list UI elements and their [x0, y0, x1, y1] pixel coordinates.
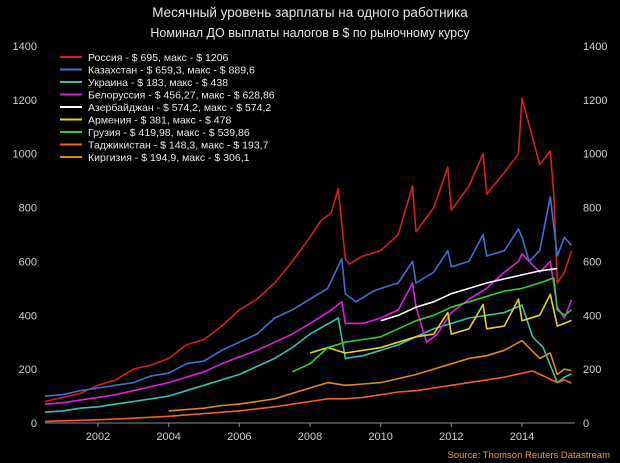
x-tick-label: 2008: [298, 431, 322, 443]
series-line-7: [291, 277, 572, 373]
chart-subtitle: Номинал ДО выплаты налогов в $ по рыночн…: [150, 26, 470, 40]
y-tick-label-left: 1000: [13, 149, 37, 161]
series-line-2: [44, 196, 573, 397]
y-tick-label-left: 400: [19, 310, 37, 322]
axes: 0 0 200 200 400 400 600 600 800 800 1000 1000 1200 12…: [13, 41, 608, 443]
legend-label: Украина - $ 183, макс - $ 438: [88, 77, 228, 89]
y-tick-label-right: 0: [583, 418, 589, 430]
legend-label: Армения - $ 381, макс - $ 478: [88, 115, 231, 127]
y-tick-label-right: 800: [583, 203, 601, 215]
legend-label: Киргизия - $ 194,9, макс - $ 306,1: [88, 152, 250, 164]
y-tick-label-left: 1200: [13, 95, 37, 107]
y-tick-label-left: 0: [31, 418, 37, 430]
legend-label: Россия - $ 695, макс - $ 1206: [88, 52, 229, 64]
x-tick-label: 2014: [510, 431, 534, 443]
y-tick-label-left: 600: [19, 256, 37, 268]
y-tick-label-right: 1000: [583, 149, 607, 161]
legend-label: Казахстан - $ 659,3, макс - $ 889,6: [88, 65, 255, 77]
legend-label: Грузия - $ 419,98, макс - $ 539,86: [88, 127, 250, 139]
legend-label: Таджикистан - $ 148,3, макс - $ 193,7: [88, 140, 269, 152]
y-tick-label-right: 600: [583, 256, 601, 268]
x-tick-label: 2012: [439, 431, 463, 443]
series-line-1: [44, 97, 573, 403]
series-line-5: [380, 267, 558, 322]
series-line-4: [44, 253, 573, 405]
legend-label: Белоруссия - $ 456,27, макс - $ 628,86: [88, 90, 275, 102]
x-tick-label: 2002: [86, 431, 110, 443]
y-tick-label-left: 200: [19, 364, 37, 376]
x-tick-label: 2010: [368, 431, 392, 443]
x-tick-label: 2006: [227, 431, 251, 443]
legend-label: Азербайджан - $ 574,2, макс - $ 574,2: [88, 102, 271, 114]
series-lines: [44, 97, 573, 423]
source-label: Source: Thomson Reuters Datastream: [448, 450, 611, 461]
y-tick-label-left: 800: [19, 203, 37, 215]
y-tick-label-right: 1400: [583, 41, 607, 53]
y-tick-label-right: 400: [583, 310, 601, 322]
y-tick-label-right: 200: [583, 364, 601, 376]
series-line-9: [168, 339, 572, 412]
series-line-6: [309, 293, 572, 354]
y-tick-label-left: 1400: [13, 41, 37, 53]
y-tick-label-right: 1200: [583, 95, 607, 107]
series-line-8: [44, 370, 572, 423]
chart-title: Месячный уровень зарплаты на одного рабо…: [152, 5, 468, 20]
x-tick-label: 2004: [156, 431, 180, 443]
